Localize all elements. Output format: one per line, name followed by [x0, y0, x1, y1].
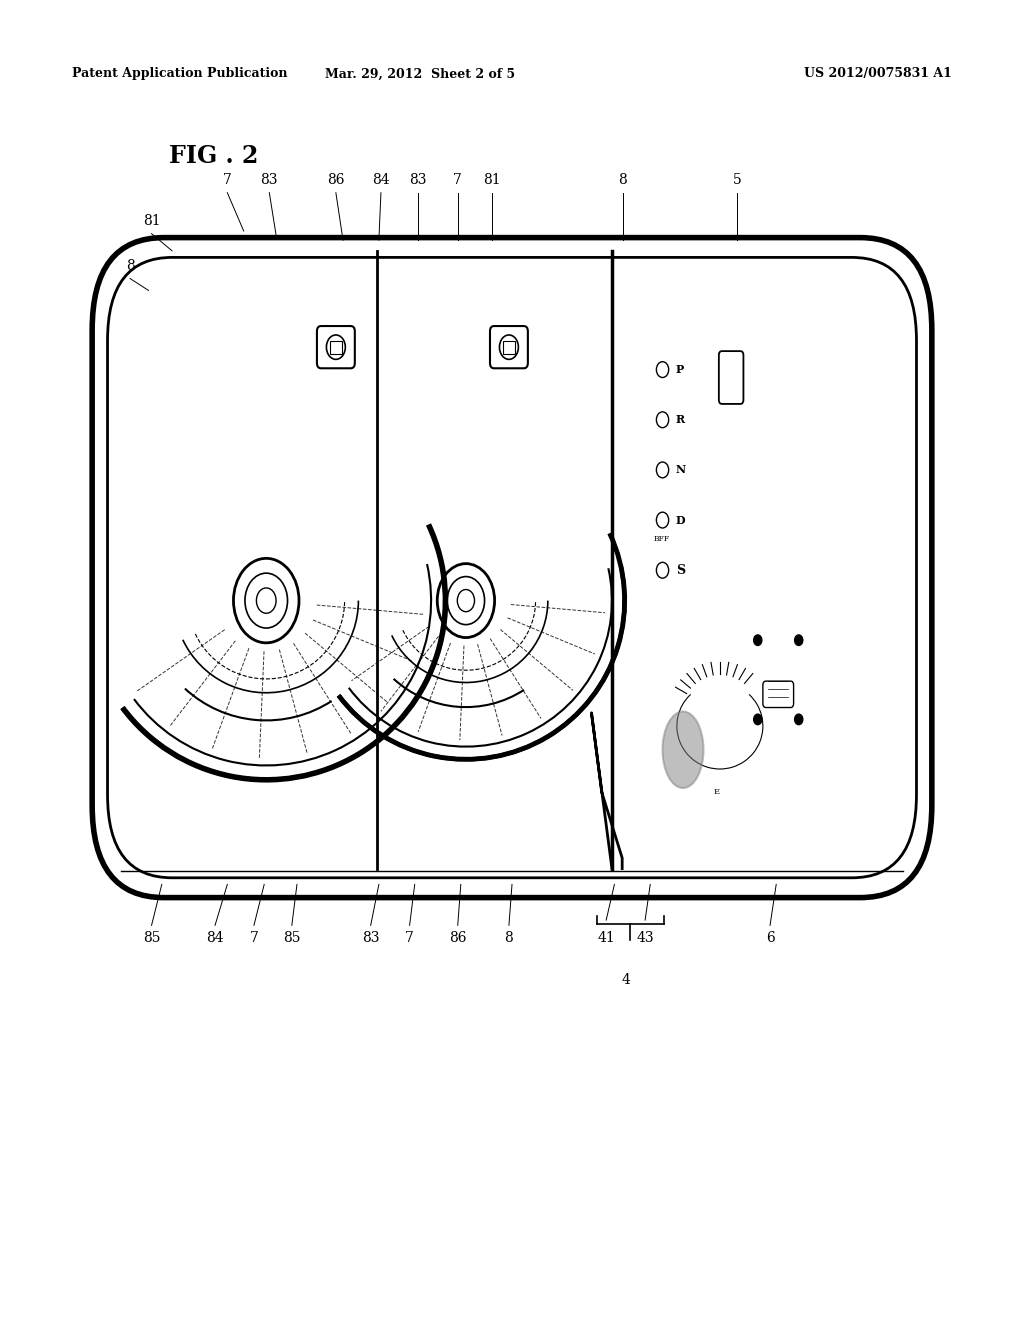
- Circle shape: [754, 714, 762, 725]
- Text: 8: 8: [618, 173, 627, 187]
- Text: P: P: [676, 364, 684, 375]
- Text: 86: 86: [449, 931, 467, 945]
- Text: 83: 83: [361, 931, 380, 945]
- Text: 8: 8: [727, 371, 735, 384]
- Text: 86: 86: [327, 173, 345, 187]
- Text: Patent Application Publication: Patent Application Publication: [72, 67, 287, 81]
- Text: 83: 83: [260, 173, 279, 187]
- Text: 5: 5: [733, 173, 741, 187]
- Text: 43: 43: [636, 931, 654, 945]
- Text: 41: 41: [597, 931, 615, 945]
- Circle shape: [256, 587, 276, 614]
- Text: R: R: [676, 414, 685, 425]
- Text: 84: 84: [206, 931, 224, 945]
- Text: 7: 7: [454, 173, 462, 187]
- Text: BFF: BFF: [653, 535, 670, 543]
- Text: 83: 83: [409, 173, 427, 187]
- Text: 7: 7: [250, 931, 258, 945]
- Text: US 2012/0075831 A1: US 2012/0075831 A1: [805, 67, 952, 81]
- Text: D: D: [676, 515, 685, 525]
- Ellipse shape: [663, 711, 703, 788]
- Text: FIG . 2: FIG . 2: [169, 144, 258, 168]
- Text: E: E: [714, 788, 720, 796]
- Text: 84: 84: [372, 173, 390, 187]
- FancyBboxPatch shape: [719, 351, 743, 404]
- Circle shape: [795, 635, 803, 645]
- Text: 4: 4: [622, 973, 630, 987]
- Circle shape: [795, 714, 803, 725]
- Text: Mar. 29, 2012  Sheet 2 of 5: Mar. 29, 2012 Sheet 2 of 5: [325, 67, 515, 81]
- FancyBboxPatch shape: [489, 326, 528, 368]
- Text: 85: 85: [142, 931, 161, 945]
- FancyBboxPatch shape: [763, 681, 794, 708]
- Circle shape: [754, 635, 762, 645]
- Text: 81: 81: [142, 214, 161, 228]
- Text: 8: 8: [126, 259, 134, 273]
- FancyBboxPatch shape: [317, 326, 355, 368]
- Text: S: S: [676, 564, 685, 577]
- Text: 85: 85: [283, 931, 301, 945]
- Text: 81: 81: [482, 173, 501, 187]
- Text: 7: 7: [406, 931, 414, 945]
- Text: 6: 6: [766, 931, 774, 945]
- FancyBboxPatch shape: [330, 341, 342, 354]
- FancyBboxPatch shape: [503, 341, 515, 354]
- Circle shape: [458, 590, 474, 611]
- Text: 7: 7: [223, 173, 231, 187]
- Text: 8: 8: [505, 931, 513, 945]
- Text: N: N: [676, 465, 686, 475]
